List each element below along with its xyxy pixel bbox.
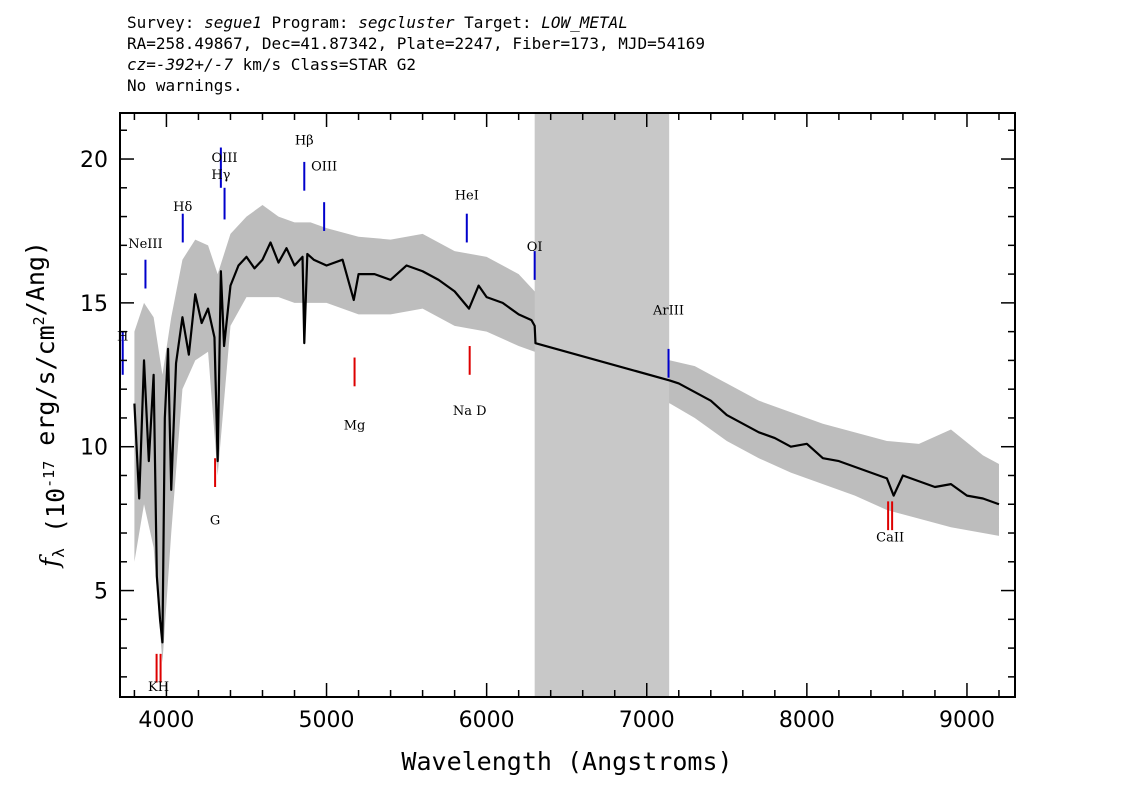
y-axis-title: fλ (10-17 erg/s/cm2/Ang) xyxy=(21,241,70,569)
y-tick-label: 10 xyxy=(80,436,108,461)
program-value: segcluster xyxy=(358,13,455,32)
masked-region xyxy=(534,113,670,697)
emission-line-label: ArIII xyxy=(652,303,684,318)
header-line-redshift: cz=-392+/-7 km/s Class=STAR G2 xyxy=(127,54,705,75)
axes-layer: 4000 5000 6000 7000 8000 9000 5 10 15 20 xyxy=(80,112,1016,733)
class-text: km/s Class=STAR G2 xyxy=(232,55,416,74)
error-band xyxy=(134,205,999,663)
y-axis-title-symbol: f xyxy=(35,554,64,569)
x-tick-label: 7000 xyxy=(619,708,675,733)
flux-line xyxy=(133,241,1000,644)
target-value: LOW_METAL xyxy=(541,13,628,32)
error-band-layer xyxy=(134,205,999,663)
x-tick-label: 9000 xyxy=(939,708,995,733)
emission-line-label: NeIII xyxy=(128,237,162,252)
y-tick-label: 20 xyxy=(80,148,108,173)
emission-line-label: OI xyxy=(527,240,543,255)
absorption-line-label: CaII xyxy=(876,531,904,546)
x-tick-label: 6000 xyxy=(459,708,515,733)
line-annotation-layer: H NeIII Hδ Hγ OIII Hβ OIII HeI OI ArIII KH G Mg Na D C… xyxy=(117,134,904,696)
absorption-line-label: Na D xyxy=(453,404,487,419)
header-line-coordinates: RA=258.49867, Dec=41.87342, Plate=2247, … xyxy=(127,34,705,53)
absorption-line-label: G xyxy=(210,513,220,528)
header-line-survey: Survey: segue1 Program: segcluster Targe… xyxy=(127,12,705,33)
chart-header: Survey: segue1 Program: segcluster Targe… xyxy=(127,12,705,96)
cz-value: cz=-392+/-7 xyxy=(127,55,233,74)
emission-line-label: OIII xyxy=(212,151,238,166)
x-axis-title: Wavelength (Angstroms) xyxy=(401,747,732,776)
emission-line-label: Hβ xyxy=(295,134,314,149)
survey-value: segue1 xyxy=(204,13,262,32)
y-tick-label: 5 xyxy=(94,580,108,605)
emission-line-label: Hδ xyxy=(173,200,192,215)
x-tick-label: 4000 xyxy=(138,708,194,733)
program-label: Program: xyxy=(261,13,359,32)
header-line-warnings: No warnings. xyxy=(127,76,243,95)
absorption-line-label: Mg xyxy=(344,418,366,433)
y-axis-title-text: fλ (10-17 erg/s/cm2/Ang) xyxy=(21,241,70,569)
emission-line-label: Hγ xyxy=(211,168,230,183)
x-tick-label: 8000 xyxy=(779,708,835,733)
survey-label: Survey: xyxy=(127,13,205,32)
emission-line-label: H xyxy=(117,329,128,344)
emission-line-label: HeI xyxy=(455,188,479,203)
x-tick-label: 5000 xyxy=(299,708,355,733)
y-axis-title-part: /Ang) xyxy=(21,241,50,316)
masked-region-layer xyxy=(534,113,670,697)
target-label: Target: xyxy=(454,13,542,32)
plot-frame xyxy=(119,112,1016,698)
y-axis-title-superscript: 2 xyxy=(30,316,48,325)
emission-line-label: OIII xyxy=(311,160,337,175)
y-tick-label: 15 xyxy=(80,292,108,317)
y-axis-title-superscript: -17 xyxy=(40,461,58,488)
y-axis-title-part: erg/s/cm xyxy=(31,325,60,460)
y-axis-title-part: (10 xyxy=(41,488,70,548)
absorption-line-label: KH xyxy=(148,680,169,695)
flux-line-layer xyxy=(133,241,1000,644)
y-axis-title-subscript: λ xyxy=(49,548,68,558)
